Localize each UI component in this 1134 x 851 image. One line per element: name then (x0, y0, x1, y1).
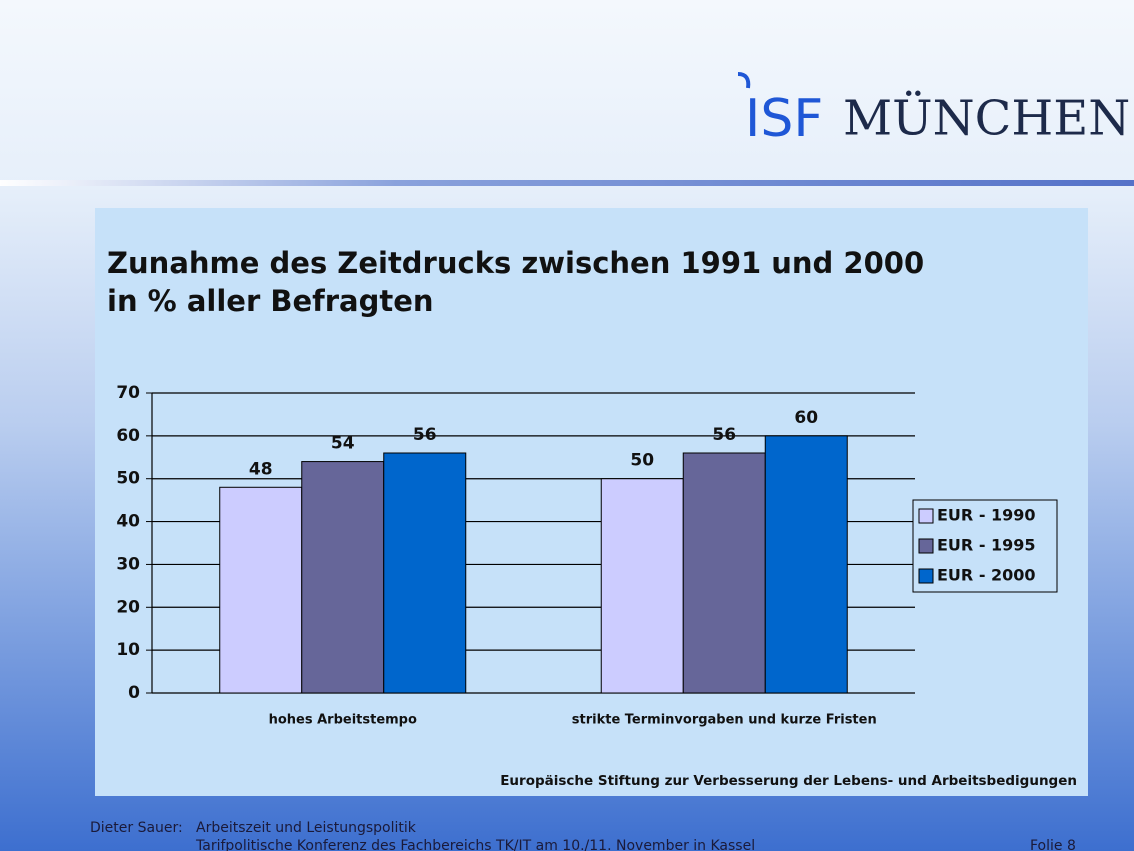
data-label: 50 (630, 451, 654, 471)
y-tick-label: 60 (116, 426, 140, 446)
y-tick-label: 30 (116, 554, 140, 574)
footer-line2: Tarifpolitische Konferenz des Fachbereic… (195, 838, 755, 851)
legend-label: EUR - 1990 (937, 506, 1036, 525)
chart-title: Zunahme des Zeitdrucks zwischen 1991 und… (107, 246, 924, 280)
y-tick-label: 50 (116, 469, 140, 489)
legend-swatch (918, 568, 934, 584)
x-tick-label: hohes Arbeitstempo (269, 713, 417, 728)
source-note: Europäische Stiftung zur Verbesserung de… (500, 773, 1077, 789)
x-tick-label: strikte Terminvorgaben und kurze Fristen (572, 713, 877, 728)
legend-box (912, 499, 1058, 593)
data-label: 60 (794, 408, 818, 428)
logo-isf: ISF (745, 89, 823, 149)
footer-author: Dieter Sauer: (90, 820, 183, 836)
legend-label: EUR - 2000 (937, 566, 1036, 585)
chart: 0 10 20 30 40 50 60 70 hohes Arbeitstempo 48 54 56 s… (116, 383, 1058, 728)
bar (219, 486, 303, 694)
data-label: 56 (413, 425, 437, 445)
legend-swatch (918, 538, 934, 554)
y-tick-label: 70 (116, 383, 140, 403)
bar (383, 452, 467, 694)
logo-mark (737, 72, 751, 89)
bar (301, 461, 385, 694)
footer-slide: Folie 8 (1030, 838, 1076, 851)
y-tick-label: 0 (128, 683, 140, 703)
legend-label: EUR - 1995 (937, 536, 1036, 555)
data-label: 56 (712, 425, 736, 445)
data-label: 48 (249, 459, 273, 479)
y-tick-label: 10 (116, 640, 140, 660)
y-tick-label: 20 (116, 597, 140, 617)
logo-muenchen: MÜNCHEN (843, 90, 1130, 147)
chart-subtitle: in % aller Befragten (107, 284, 434, 318)
bar (600, 478, 684, 694)
data-label: 54 (331, 434, 355, 454)
bar (682, 452, 766, 694)
header-rule (0, 180, 1134, 186)
legend-swatch (918, 508, 934, 524)
footer-line1: Arbeitszeit und Leistungspolitik (196, 820, 417, 836)
bar (764, 435, 848, 694)
y-tick-label: 40 (116, 512, 140, 532)
